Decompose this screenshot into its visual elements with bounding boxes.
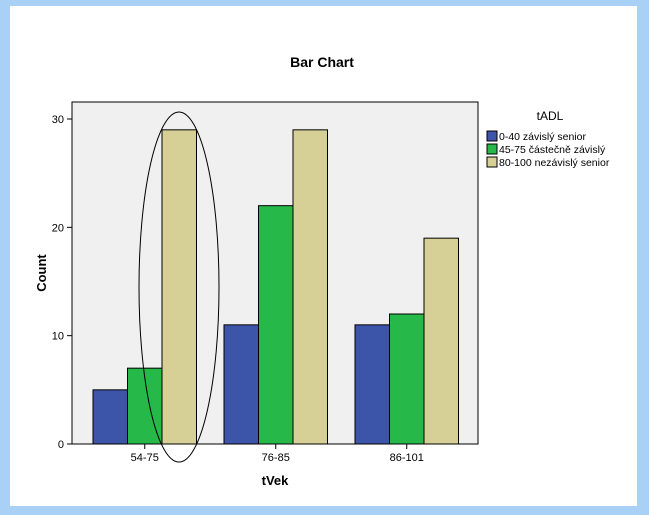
x-tick-label-54-75: 54-75 <box>131 452 159 464</box>
bar-54-75-1 <box>92 389 128 445</box>
highlight-ellipse <box>138 111 220 463</box>
x-axis: 54-75 76-85 86-101 <box>131 444 424 464</box>
bar-86-101-3 <box>423 237 459 445</box>
legend-label-2: 45-75 částečně závislý <box>499 144 606 156</box>
bar-86-101-2 <box>389 313 425 445</box>
y-tick-label-10: 10 <box>52 331 64 343</box>
x-axis-label: tVek <box>262 473 290 488</box>
legend-swatch-2 <box>486 143 498 155</box>
legend-swatch-1 <box>486 130 498 142</box>
x-tick-label-86-101: 86-101 <box>390 452 424 464</box>
bar-76-85-1 <box>223 324 259 445</box>
legend-swatch-3 <box>486 156 498 168</box>
bar-54-75-3 <box>161 129 197 445</box>
bar-76-85-3 <box>292 129 328 445</box>
bars <box>92 129 459 445</box>
y-tick-label-30: 30 <box>52 114 64 126</box>
legend-label-1: 0-40 závislý senior <box>499 131 586 143</box>
legend-label-3: 80-100 nezávislý senior <box>499 157 610 169</box>
y-axis-label: Count <box>34 254 49 292</box>
x-tick-label-76-85: 76-85 <box>262 452 290 464</box>
bar-86-101-1 <box>354 324 390 445</box>
chart-title: Bar Chart <box>290 54 354 70</box>
y-tick-label-20: 20 <box>52 222 64 234</box>
y-axis: 0 10 20 30 <box>52 114 72 451</box>
y-tick-label-0: 0 <box>58 439 64 451</box>
bar-76-85-2 <box>258 205 294 445</box>
legend-title: tADL <box>537 109 564 123</box>
